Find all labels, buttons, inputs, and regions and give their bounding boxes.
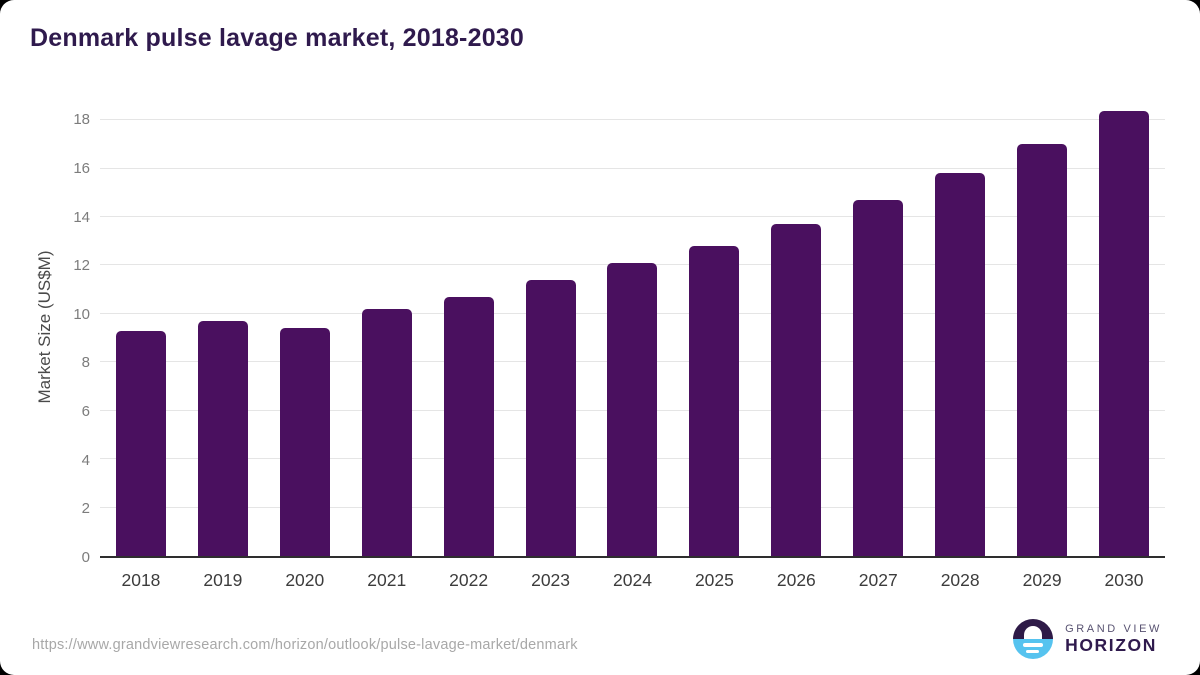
x-axis-tick-labels: 2018 2019 2020 2021 2022 2023 2024 2025 2026 2027… [100,570,1165,591]
bar-2025 [689,246,740,556]
x-tick-label: 2027 [858,570,898,590]
bar-slot [100,96,182,556]
page-title: Denmark pulse lavage market, 2018-2030 [30,24,525,52]
y-tick-label: 14 [73,208,90,226]
y-tick-label: 0 [81,549,90,566]
x-tick-label: 2019 [203,570,243,590]
bar-slot [919,96,1001,556]
bar-slot [1083,96,1165,556]
bar-2018 [115,330,166,556]
gridline [100,167,1165,169]
bar-slot [182,96,264,556]
bar-slot [837,96,919,556]
bar-2026 [771,224,822,556]
y-tick-label: 12 [73,257,90,275]
x-tick-label: 2030 [1104,570,1144,590]
bar-slot [428,96,510,556]
y-tick-label: 2 [81,500,90,518]
bars-row [100,96,1165,556]
bar-chart: Market Size (US$M) 0 2 4 6 8 10 12 14 16 18 2018 2… [30,96,1165,591]
bar-2030 [1099,110,1150,556]
bar-slot [1001,96,1083,556]
y-tick-label: 18 [73,111,90,129]
y-tick-label: 8 [81,354,90,372]
x-tick-label: 2023 [531,570,571,590]
logo-product-name: HORIZON [1065,635,1157,656]
bar-2023 [525,280,576,556]
gridline [100,119,1165,121]
horizon-sun-icon [1013,619,1054,659]
bar-2021 [361,309,412,556]
y-axis-tick-labels: 0 2 4 6 8 10 12 14 16 18 [60,96,100,566]
y-axis-title: Market Size (US$M) [35,250,54,404]
y-tick-label: 10 [73,305,90,323]
bar-2019 [197,321,248,556]
bar-2024 [607,263,658,556]
x-tick-label: 2026 [776,570,816,590]
y-tick-label: 16 [73,159,90,177]
bar-slot [264,96,346,556]
bar-slot [755,96,837,556]
bar-slot [673,96,755,556]
plot-area [100,96,1165,558]
bar-2028 [935,173,986,556]
x-tick-label: 2018 [121,570,161,590]
bar-2029 [1017,144,1068,556]
bar-2020 [279,328,330,556]
x-tick-label: 2029 [1022,570,1062,590]
y-tick-label: 4 [81,451,90,469]
bar-slot [346,96,428,556]
x-tick-label: 2020 [285,570,325,590]
x-tick-label: 2024 [613,570,652,590]
bar-slot [592,96,674,556]
bar-2022 [443,296,494,556]
logo-brand-name: GRAND VIEW [1065,622,1162,635]
y-tick-label: 6 [81,403,90,421]
x-tick-label: 2022 [449,570,489,590]
x-tick-label: 2021 [367,570,407,590]
bar-2027 [853,200,904,556]
grand-view-horizon-logo: GRAND VIEW HORIZON [1013,619,1162,659]
source-url: https://www.grandviewresearch.com/horizo… [32,637,578,653]
gridline [100,216,1165,218]
x-tick-label: 2025 [694,570,734,590]
bar-slot [510,96,592,556]
x-tick-label: 2028 [940,570,980,590]
